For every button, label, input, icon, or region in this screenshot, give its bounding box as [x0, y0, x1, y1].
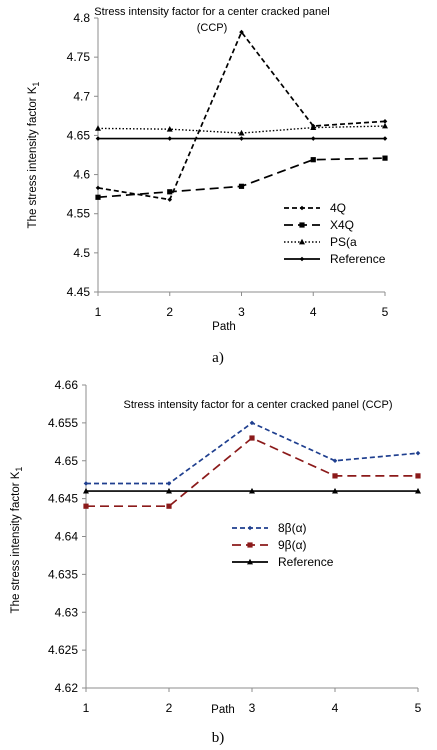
- chart-1: 4.45 4.5 4.55 4.6 4.65 4.7 4.75 4.8 1 2 3 4 5 Stress …: [27, 6, 389, 366]
- y-tick-label: 4.62: [55, 681, 79, 695]
- x-tick-label: 5: [382, 305, 389, 319]
- y-tick-label: 4.8: [73, 11, 90, 25]
- legend-label: 8β(α): [278, 521, 307, 535]
- y-tick-label: 4.64: [55, 530, 79, 544]
- legend-label: PS(a: [330, 235, 357, 249]
- y-tick-label: 4.75: [67, 50, 91, 64]
- data-point: [83, 503, 89, 509]
- legend-label: 9β(α): [278, 538, 307, 552]
- data-point: [166, 125, 173, 132]
- legend-label: 4Q: [330, 201, 346, 215]
- legend-marker: [299, 222, 305, 228]
- y-tick-label: 4.655: [48, 416, 78, 430]
- data-point: [332, 458, 338, 464]
- data-point: [238, 129, 245, 136]
- series-Reference: [83, 487, 421, 494]
- chart-title: (CCP): [197, 22, 228, 34]
- series-X4Q: [95, 155, 388, 200]
- data-point: [249, 487, 255, 494]
- legend-label: Reference: [278, 555, 334, 569]
- legend-label: X4Q: [330, 218, 354, 232]
- y-tick-label: 4.66: [55, 378, 79, 392]
- data-point: [167, 189, 173, 195]
- y-tick-label: 4.645: [48, 492, 78, 506]
- x-tick-label: 2: [166, 305, 173, 319]
- series-PS(a: [95, 122, 388, 136]
- chart-2: 4.62 4.625 4.63 4.635 4.64 4.645 4.65 4.655 4.66…: [10, 378, 422, 746]
- data-point: [310, 124, 317, 130]
- data-point: [310, 157, 316, 163]
- data-point: [166, 503, 172, 509]
- data-point: [167, 197, 173, 202]
- data-point: [249, 420, 255, 426]
- y-tick-label: 4.45: [67, 285, 91, 299]
- y-tick-label: 4.7: [73, 89, 90, 103]
- x-tick-label: 4: [332, 701, 339, 715]
- y-tick-label: 4.65: [55, 454, 79, 468]
- y-tick-label: 4.5: [73, 246, 90, 260]
- data-point: [415, 473, 421, 479]
- data-point: [332, 473, 338, 479]
- data-point: [382, 136, 388, 141]
- chart-title: Stress intensity factor for a center cra…: [124, 399, 393, 411]
- y-tick-label: 4.55: [67, 207, 91, 221]
- data-point: [415, 450, 421, 456]
- x-tick-label: 2: [166, 701, 173, 715]
- x-axis-label: Path: [212, 321, 236, 333]
- x-tick-label: 4: [310, 305, 317, 319]
- data-point: [95, 194, 101, 200]
- data-point: [95, 185, 101, 191]
- data-point: [382, 122, 388, 129]
- data-point: [83, 481, 89, 486]
- data-point: [239, 136, 244, 141]
- data-point: [95, 136, 101, 141]
- series-line: [97, 30, 386, 201]
- data-point: [95, 125, 101, 131]
- series-line: [97, 157, 386, 199]
- data-point: [238, 183, 245, 189]
- x-tick-label: 3: [249, 701, 256, 715]
- x-tick-label: 1: [95, 305, 102, 319]
- legend-marker: [247, 525, 253, 531]
- x-axis-label: Path: [211, 704, 235, 716]
- data-point: [166, 481, 172, 486]
- y-tick-label: 4.635: [48, 567, 78, 581]
- series-8β(α): [83, 420, 421, 486]
- legend-label: Reference: [330, 252, 386, 266]
- series-line: [86, 437, 418, 508]
- legend-marker: [247, 558, 253, 565]
- data-point: [249, 435, 255, 441]
- series-9β(α): [83, 435, 421, 509]
- y-tick-label: 4.6: [73, 168, 90, 182]
- y-tick-label: 4.625: [48, 643, 78, 657]
- data-point: [239, 29, 244, 35]
- series-line: [86, 421, 419, 485]
- figure-caption: b): [212, 730, 225, 746]
- data-point: [167, 136, 173, 141]
- legend-marker: [299, 205, 305, 211]
- legend-marker: [247, 542, 253, 548]
- legend-marker: [299, 256, 305, 262]
- y-axis-label: The stress intensity factor K1: [27, 82, 41, 229]
- data-point: [310, 136, 316, 141]
- data-point: [415, 487, 421, 494]
- series-4Q: [95, 29, 388, 202]
- y-tick-label: 4.65: [67, 128, 91, 142]
- series-Reference: [95, 136, 388, 141]
- figure-caption: a): [212, 350, 224, 366]
- data-point: [83, 487, 89, 494]
- chart-title: Stress intensity factor for a center cra…: [94, 6, 329, 18]
- y-axis-label: The stress intensity factor K1: [10, 467, 24, 614]
- x-tick-label: 3: [238, 305, 245, 319]
- data-point: [382, 155, 388, 161]
- legend-marker: [299, 238, 305, 245]
- data-point: [332, 487, 338, 494]
- data-point: [166, 487, 172, 494]
- y-tick-label: 4.63: [55, 605, 79, 619]
- x-tick-label: 1: [83, 701, 90, 715]
- x-tick-label: 5: [415, 701, 422, 715]
- data-point: [382, 119, 388, 124]
